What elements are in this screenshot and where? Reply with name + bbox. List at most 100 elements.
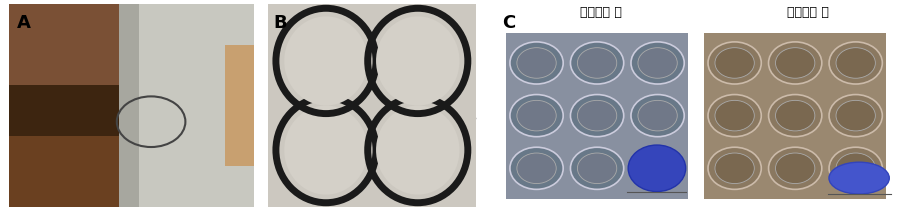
Point bbox=[455, 76, 470, 79]
Point bbox=[265, 89, 279, 93]
Text: A: A bbox=[16, 14, 30, 32]
Point bbox=[438, 194, 453, 198]
Point bbox=[377, 147, 392, 151]
Point bbox=[410, 111, 424, 115]
Point bbox=[439, 104, 454, 107]
Point bbox=[301, 18, 316, 21]
Ellipse shape bbox=[638, 153, 678, 184]
Point bbox=[345, 168, 359, 172]
Point bbox=[400, 183, 414, 186]
Point bbox=[399, 196, 414, 200]
Point bbox=[384, 178, 398, 182]
Text: 표면개질 전: 표면개질 전 bbox=[580, 6, 622, 19]
Point bbox=[269, 33, 284, 37]
Ellipse shape bbox=[829, 162, 889, 194]
Point bbox=[449, 177, 463, 180]
FancyBboxPatch shape bbox=[9, 136, 120, 207]
Point bbox=[368, 47, 383, 50]
Point bbox=[423, 147, 437, 150]
Point bbox=[362, 177, 376, 181]
Text: B: B bbox=[274, 14, 288, 32]
Point bbox=[282, 77, 297, 80]
Point bbox=[430, 157, 444, 161]
FancyBboxPatch shape bbox=[225, 45, 254, 166]
Point bbox=[265, 81, 279, 84]
Point bbox=[403, 184, 417, 187]
Point bbox=[398, 5, 413, 9]
Ellipse shape bbox=[775, 48, 814, 78]
Ellipse shape bbox=[517, 100, 556, 131]
Point bbox=[375, 89, 390, 92]
Point bbox=[400, 176, 414, 179]
Point bbox=[294, 99, 308, 102]
Point bbox=[456, 43, 471, 46]
Point bbox=[289, 119, 304, 122]
Point bbox=[323, 34, 337, 38]
Point bbox=[341, 83, 356, 86]
Point bbox=[434, 82, 448, 86]
Ellipse shape bbox=[768, 147, 822, 189]
Ellipse shape bbox=[836, 153, 875, 184]
Point bbox=[283, 111, 297, 114]
Point bbox=[359, 47, 374, 50]
Ellipse shape bbox=[510, 42, 563, 84]
Point bbox=[406, 158, 421, 161]
Ellipse shape bbox=[829, 147, 883, 189]
Point bbox=[376, 72, 391, 75]
Point bbox=[407, 157, 422, 161]
Ellipse shape bbox=[708, 147, 761, 189]
Point bbox=[463, 71, 477, 74]
Point bbox=[418, 144, 433, 147]
Point bbox=[446, 12, 461, 15]
Point bbox=[423, 31, 437, 35]
Point bbox=[309, 85, 324, 89]
Point bbox=[461, 75, 475, 78]
Point bbox=[415, 177, 430, 180]
Point bbox=[289, 192, 304, 195]
Point bbox=[333, 31, 347, 34]
Point bbox=[287, 180, 301, 184]
Point bbox=[398, 103, 413, 106]
Point bbox=[310, 180, 325, 184]
Point bbox=[295, 173, 309, 177]
Point bbox=[446, 15, 461, 19]
Ellipse shape bbox=[768, 42, 822, 84]
Point bbox=[354, 18, 368, 21]
Point bbox=[316, 44, 330, 47]
Point bbox=[379, 85, 394, 88]
Ellipse shape bbox=[715, 153, 755, 184]
Point bbox=[439, 139, 454, 142]
Point bbox=[326, 97, 340, 101]
Point bbox=[424, 188, 438, 191]
Point bbox=[393, 19, 407, 22]
Point bbox=[422, 48, 436, 51]
Point bbox=[359, 46, 374, 50]
Point bbox=[424, 68, 439, 71]
Point bbox=[278, 15, 292, 19]
FancyBboxPatch shape bbox=[9, 4, 120, 85]
Point bbox=[398, 43, 413, 47]
Point bbox=[301, 112, 316, 116]
Point bbox=[307, 55, 322, 59]
FancyBboxPatch shape bbox=[120, 4, 139, 207]
Point bbox=[328, 9, 343, 13]
Point bbox=[352, 37, 366, 41]
Point bbox=[367, 150, 382, 154]
Ellipse shape bbox=[775, 153, 814, 184]
Point bbox=[420, 176, 434, 179]
Point bbox=[395, 108, 410, 111]
Point bbox=[337, 84, 352, 88]
Point bbox=[280, 151, 295, 154]
Point bbox=[418, 128, 433, 132]
Point bbox=[401, 99, 415, 103]
Point bbox=[319, 50, 334, 54]
Point bbox=[455, 141, 470, 145]
Point bbox=[262, 29, 277, 33]
Point bbox=[325, 115, 339, 119]
Ellipse shape bbox=[631, 147, 684, 189]
Point bbox=[356, 108, 370, 112]
Point bbox=[289, 91, 304, 94]
Point bbox=[280, 202, 295, 206]
Point bbox=[319, 125, 334, 129]
Point bbox=[422, 129, 436, 132]
